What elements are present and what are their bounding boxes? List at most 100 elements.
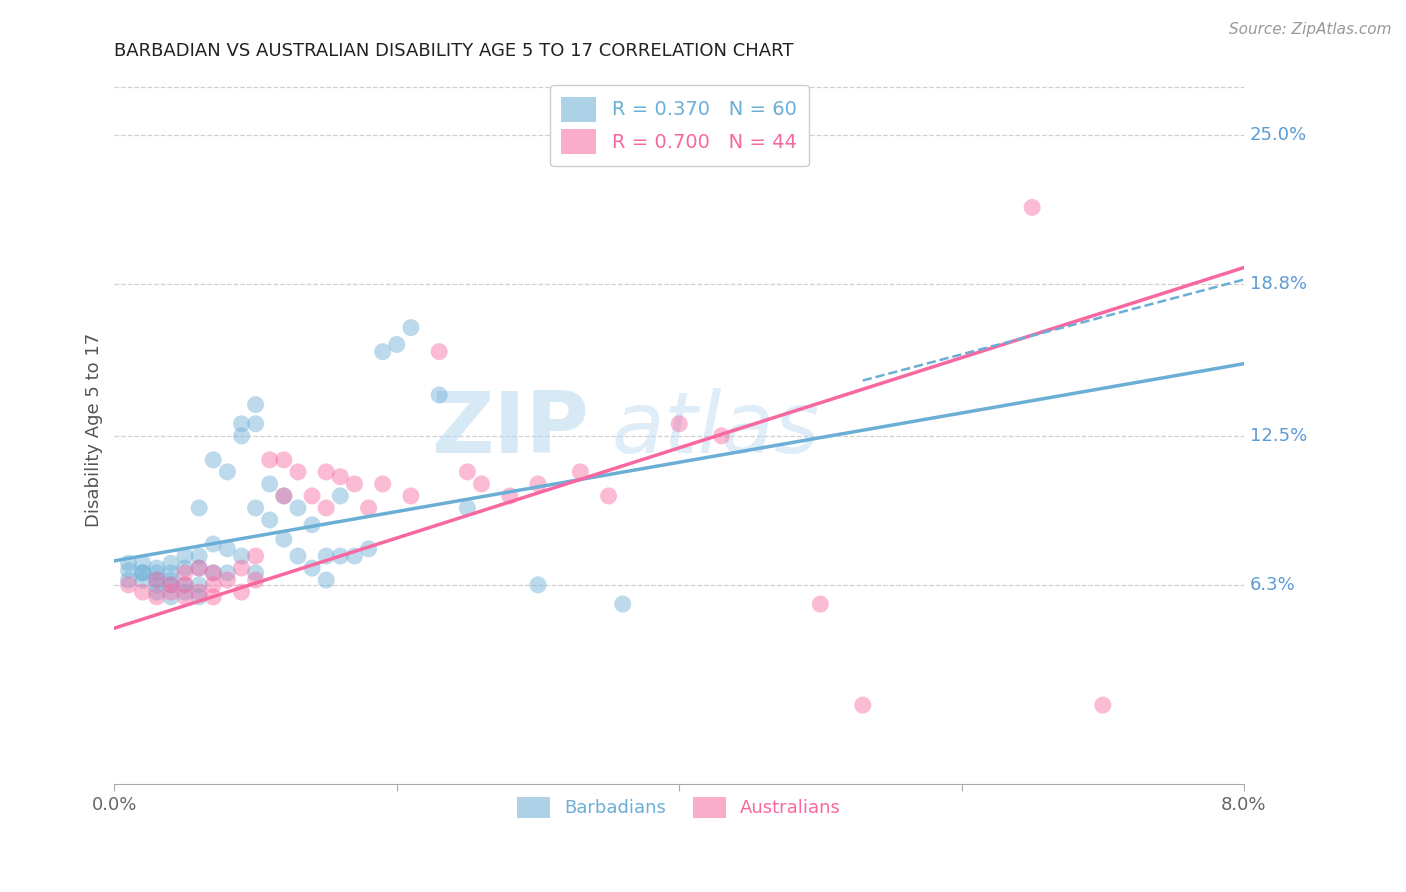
Point: [245, 500, 267, 515]
Point: [245, 573, 267, 587]
Point: [315, 573, 337, 587]
Point: [1021, 201, 1043, 215]
Point: [371, 477, 394, 491]
Point: [301, 517, 323, 532]
Point: [231, 585, 253, 599]
Point: [160, 590, 183, 604]
Point: [217, 566, 239, 580]
Point: [259, 453, 281, 467]
Point: [160, 556, 183, 570]
Point: [160, 578, 183, 592]
Point: [160, 566, 183, 580]
Point: [231, 429, 253, 443]
Point: [427, 388, 450, 402]
Point: [456, 500, 478, 515]
Point: [343, 477, 366, 491]
Point: [188, 578, 211, 592]
Text: 6.3%: 6.3%: [1250, 576, 1295, 594]
Point: [217, 465, 239, 479]
Point: [145, 561, 167, 575]
Text: 18.8%: 18.8%: [1250, 276, 1306, 293]
Point: [273, 532, 295, 546]
Point: [117, 578, 139, 592]
Point: [145, 566, 167, 580]
Point: [315, 549, 337, 563]
Point: [188, 561, 211, 575]
Point: [287, 549, 309, 563]
Point: [273, 489, 295, 503]
Point: [217, 573, 239, 587]
Point: [273, 453, 295, 467]
Point: [231, 417, 253, 431]
Text: atlas: atlas: [612, 388, 820, 471]
Point: [160, 578, 183, 592]
Point: [273, 489, 295, 503]
Y-axis label: Disability Age 5 to 17: Disability Age 5 to 17: [86, 333, 103, 527]
Point: [174, 578, 197, 592]
Point: [315, 465, 337, 479]
Text: 25.0%: 25.0%: [1250, 127, 1306, 145]
Text: 12.5%: 12.5%: [1250, 427, 1306, 445]
Point: [245, 549, 267, 563]
Point: [174, 561, 197, 575]
Point: [287, 465, 309, 479]
Point: [245, 566, 267, 580]
Point: [117, 556, 139, 570]
Point: [259, 477, 281, 491]
Point: [188, 561, 211, 575]
Point: [131, 566, 153, 580]
Point: [188, 585, 211, 599]
Point: [117, 573, 139, 587]
Point: [202, 453, 225, 467]
Point: [427, 344, 450, 359]
Point: [131, 585, 153, 599]
Point: [145, 573, 167, 587]
Point: [117, 564, 139, 578]
Point: [612, 597, 634, 611]
Point: [131, 556, 153, 570]
Point: [160, 585, 183, 599]
Point: [202, 590, 225, 604]
Point: [315, 500, 337, 515]
Point: [371, 344, 394, 359]
Point: [385, 337, 408, 351]
Point: [329, 489, 352, 503]
Point: [202, 537, 225, 551]
Point: [598, 489, 620, 503]
Point: [202, 578, 225, 592]
Point: [145, 573, 167, 587]
Point: [1091, 698, 1114, 712]
Point: [470, 477, 492, 491]
Point: [131, 566, 153, 580]
Point: [174, 566, 197, 580]
Point: [188, 500, 211, 515]
Point: [710, 429, 733, 443]
Legend: Barbadians, Australians: Barbadians, Australians: [510, 789, 848, 825]
Point: [301, 561, 323, 575]
Point: [259, 513, 281, 527]
Point: [499, 489, 522, 503]
Point: [852, 698, 875, 712]
Point: [145, 590, 167, 604]
Point: [287, 500, 309, 515]
Point: [527, 477, 550, 491]
Point: [188, 590, 211, 604]
Point: [245, 398, 267, 412]
Point: [399, 489, 422, 503]
Point: [145, 578, 167, 592]
Point: [131, 573, 153, 587]
Point: [329, 469, 352, 483]
Point: [174, 549, 197, 563]
Point: [456, 465, 478, 479]
Point: [808, 597, 831, 611]
Text: Source: ZipAtlas.com: Source: ZipAtlas.com: [1229, 22, 1392, 37]
Point: [174, 585, 197, 599]
Point: [329, 549, 352, 563]
Point: [231, 561, 253, 575]
Point: [357, 541, 380, 556]
Point: [174, 590, 197, 604]
Point: [217, 541, 239, 556]
Point: [343, 549, 366, 563]
Point: [174, 578, 197, 592]
Point: [160, 573, 183, 587]
